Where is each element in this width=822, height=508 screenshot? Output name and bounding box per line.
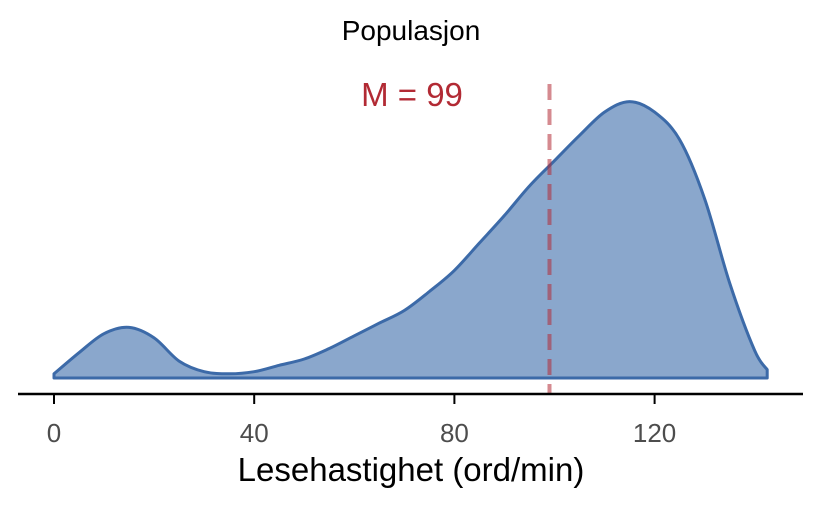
x-tick-label: 120	[633, 418, 676, 448]
x-tick-label: 80	[440, 418, 469, 448]
x-axis-label: Lesehastighet (ord/min)	[238, 451, 585, 488]
x-tick-label: 40	[240, 418, 269, 448]
x-tick-label: 0	[47, 418, 61, 448]
mean-annotation: M = 99	[361, 76, 463, 113]
plot-area	[52, 84, 769, 394]
x-axis-ticks: 0 40 80 120	[47, 394, 676, 448]
density-area	[52, 100, 769, 380]
chart-title: Populasjon	[342, 15, 481, 46]
